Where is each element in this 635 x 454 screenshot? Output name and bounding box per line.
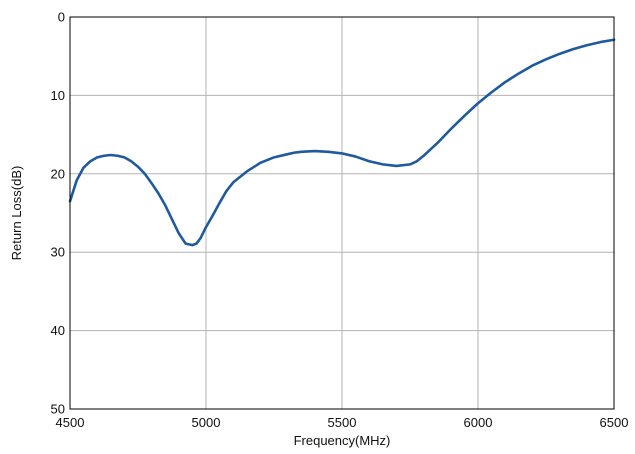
grid-layer [70, 17, 614, 409]
x-axis-label: Frequency(MHz) [294, 433, 391, 448]
x-tick-label: 4500 [56, 415, 85, 430]
plot-frame [69, 16, 615, 410]
y-tick-label: 10 [51, 88, 65, 103]
x-tick-label: 6500 [600, 415, 629, 430]
y-tick-label: 40 [51, 323, 65, 338]
y-tick-label: 50 [51, 402, 65, 417]
x-tick-label: 6000 [464, 415, 493, 430]
tick-labels: 4500 5000 5500 6000 6500 0 10 20 30 40 50 [51, 10, 629, 431]
x-tick-label: 5000 [192, 415, 221, 430]
y-tick-label: 30 [51, 245, 65, 260]
plot-border [69, 16, 615, 410]
x-tick-label: 5500 [328, 415, 357, 430]
series-line [68, 38, 616, 247]
y-axis-label: Return Loss(dB) [9, 166, 24, 261]
line-layer [68, 38, 616, 247]
y-tick-label: 0 [58, 10, 65, 25]
y-tick-label: 20 [51, 166, 65, 181]
